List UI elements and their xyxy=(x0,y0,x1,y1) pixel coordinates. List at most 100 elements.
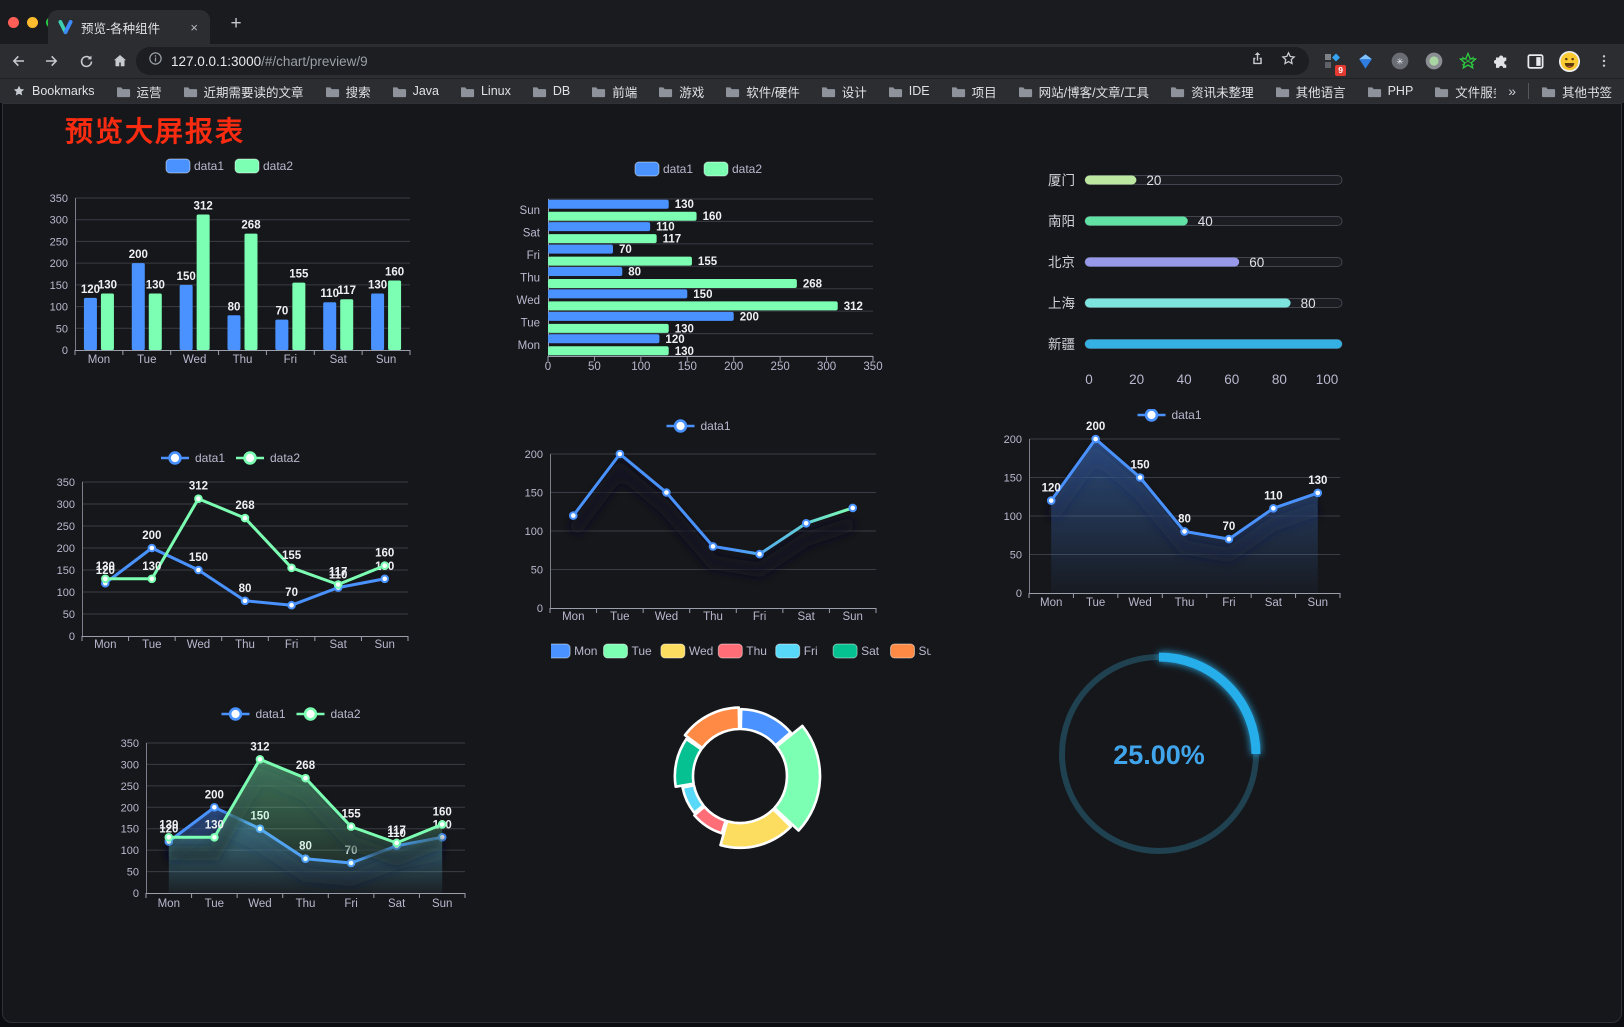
bookmark-star-icon[interactable] xyxy=(1280,50,1297,72)
legend-item[interactable]: data1 xyxy=(1137,408,1202,422)
data-point[interactable] xyxy=(755,549,764,559)
progress-fill[interactable] xyxy=(1085,298,1291,308)
data-point[interactable] xyxy=(164,832,174,842)
legend-item[interactable]: data2 xyxy=(296,707,361,721)
home-icon[interactable] xyxy=(110,51,130,71)
extension-grid-icon[interactable]: 9 xyxy=(1319,49,1346,76)
data-point[interactable] xyxy=(194,494,203,504)
browser-tab[interactable]: 预览-各种组件 × xyxy=(48,10,210,44)
data-point[interactable] xyxy=(100,574,110,584)
hbar-data2[interactable] xyxy=(548,234,657,244)
data-point[interactable] xyxy=(1180,527,1189,536)
back-icon[interactable] xyxy=(8,51,28,71)
bookmark-folder-item[interactable]: PHP xyxy=(1367,84,1413,98)
bookmark-folder-item[interactable]: 游戏 xyxy=(658,82,704,101)
extensions-puzzle-icon[interactable] xyxy=(1489,49,1514,74)
data-point[interactable] xyxy=(615,449,625,459)
pie-slice-Sat[interactable] xyxy=(673,737,703,788)
bar-data2[interactable] xyxy=(388,280,402,350)
chart-progress[interactable]: 厦门20南阳40北京60上海80新疆100020406080100 xyxy=(1007,156,1375,396)
other-bookmarks-folder[interactable]: 其他书签 xyxy=(1541,82,1612,101)
bar-data2[interactable] xyxy=(340,299,354,350)
data-point[interactable] xyxy=(240,596,250,606)
new-tab-button[interactable]: + xyxy=(230,13,242,34)
bookmark-folder-item[interactable]: 前端 xyxy=(591,82,637,101)
data-point[interactable] xyxy=(392,838,401,848)
bar-data1[interactable] xyxy=(323,302,337,350)
bookmark-folder-item[interactable]: 网站/博客/文章/工具 xyxy=(1018,82,1149,101)
window-minimize-button[interactable] xyxy=(27,17,38,28)
hbar-data1[interactable] xyxy=(548,199,669,209)
data-point[interactable] xyxy=(301,773,310,783)
legend-item[interactable]: Mon xyxy=(545,643,597,659)
side-panel-icon[interactable] xyxy=(1523,49,1548,74)
bar-data1[interactable] xyxy=(227,315,241,350)
bookmark-folder-item[interactable]: 资讯未整理 xyxy=(1170,82,1254,101)
window-close-button[interactable] xyxy=(8,17,19,28)
bar-data2[interactable] xyxy=(292,282,306,350)
chart-rose-donut[interactable]: Mon Tue Wed Thu Fri Sat Sun xyxy=(545,639,940,879)
hbar-data2[interactable] xyxy=(548,301,838,311)
data-point[interactable] xyxy=(848,503,858,513)
chart-gauge[interactable]: 25.00% xyxy=(1047,636,1271,868)
pie-slice-Mon[interactable] xyxy=(739,707,792,747)
hbar-data2[interactable] xyxy=(548,323,669,333)
pie-slice-Fri[interactable] xyxy=(681,784,705,814)
data-point[interactable] xyxy=(380,561,390,570)
chart-bar-horizontal[interactable]: data1 data2 0 50 100 150 200 250 300 350 Mon 120 130… xyxy=(508,154,888,377)
data-point[interactable] xyxy=(194,565,203,575)
bar-data1[interactable] xyxy=(179,284,193,350)
bookmark-folder-item[interactable]: 设计 xyxy=(821,82,867,101)
hbar-data1[interactable] xyxy=(548,244,613,254)
hbar-data1[interactable] xyxy=(548,222,651,232)
share-icon[interactable] xyxy=(1249,50,1266,72)
site-info-icon[interactable] xyxy=(148,51,163,71)
pie-slice-Wed[interactable] xyxy=(719,807,793,850)
legend-item[interactable]: Thu xyxy=(717,643,767,659)
bookmark-folder-item[interactable]: 文件服务器 xyxy=(1434,82,1496,101)
hbar-data2[interactable] xyxy=(548,346,669,356)
legend-item[interactable]: data1 xyxy=(161,451,225,465)
hbar-data1[interactable] xyxy=(548,311,734,321)
bookmark-folder-item[interactable]: 搜索 xyxy=(325,82,371,101)
extension-dark-circle-icon[interactable]: ✳ xyxy=(1387,49,1412,74)
legend-item[interactable]: data1 xyxy=(221,707,286,721)
data-point[interactable] xyxy=(568,511,578,520)
bar-data1[interactable] xyxy=(83,297,97,350)
bookmark-folder-item[interactable]: IDE xyxy=(888,84,930,98)
bar-data1[interactable] xyxy=(371,293,385,350)
bookmarks-overflow-icon[interactable]: » xyxy=(1508,83,1516,99)
legend-item[interactable]: data2 xyxy=(234,158,293,174)
forward-icon[interactable] xyxy=(42,51,62,71)
browser-menu-icon[interactable] xyxy=(1591,49,1616,74)
legend-item[interactable]: Wed xyxy=(660,643,713,659)
hbar-data2[interactable] xyxy=(548,279,797,288)
progress-fill[interactable] xyxy=(1085,257,1240,267)
chart-line[interactable]: data1 0 50 100 150 200 Mon Tue Wed Thu Fri Sat Sun xyxy=(508,419,888,634)
data-point[interactable] xyxy=(287,600,296,610)
chart-line[interactable]: data1 0 50 100 150 200 Mon Tue Wed Thu Fri Sat Sun 12… xyxy=(988,408,1350,621)
pie-slice-Sun[interactable] xyxy=(683,706,741,750)
data-point[interactable] xyxy=(255,754,265,764)
legend-item[interactable]: data2 xyxy=(236,451,300,465)
legend-item[interactable]: data1 xyxy=(165,158,224,174)
progress-fill[interactable] xyxy=(1085,216,1188,226)
data-point[interactable] xyxy=(380,574,390,584)
chart-line[interactable]: data1 data2 0 50 100 150 200 250 300 350 Mon Tue Wed… xyxy=(43,449,417,663)
bookmark-folder-item[interactable]: 运营 xyxy=(116,82,162,101)
data-point[interactable] xyxy=(1269,504,1278,513)
pie-slice-Thu[interactable] xyxy=(693,805,727,835)
progress-fill[interactable] xyxy=(1085,339,1342,349)
bookmarks-manager-item[interactable]: Bookmarks xyxy=(12,84,95,98)
legend-item[interactable]: data1 xyxy=(634,161,693,177)
data-point[interactable] xyxy=(287,563,296,573)
data-point[interactable] xyxy=(240,513,250,523)
data-point[interactable] xyxy=(1135,473,1145,482)
bookmark-folder-item[interactable]: Linux xyxy=(460,84,511,98)
data-point[interactable] xyxy=(662,488,671,497)
tab-close-icon[interactable]: × xyxy=(190,19,198,35)
bookmark-folder-item[interactable]: 其他语言 xyxy=(1275,82,1346,101)
bar-data2[interactable] xyxy=(196,214,210,350)
extension-gem-icon[interactable] xyxy=(1353,49,1378,74)
legend-item[interactable]: Tue xyxy=(603,643,653,659)
